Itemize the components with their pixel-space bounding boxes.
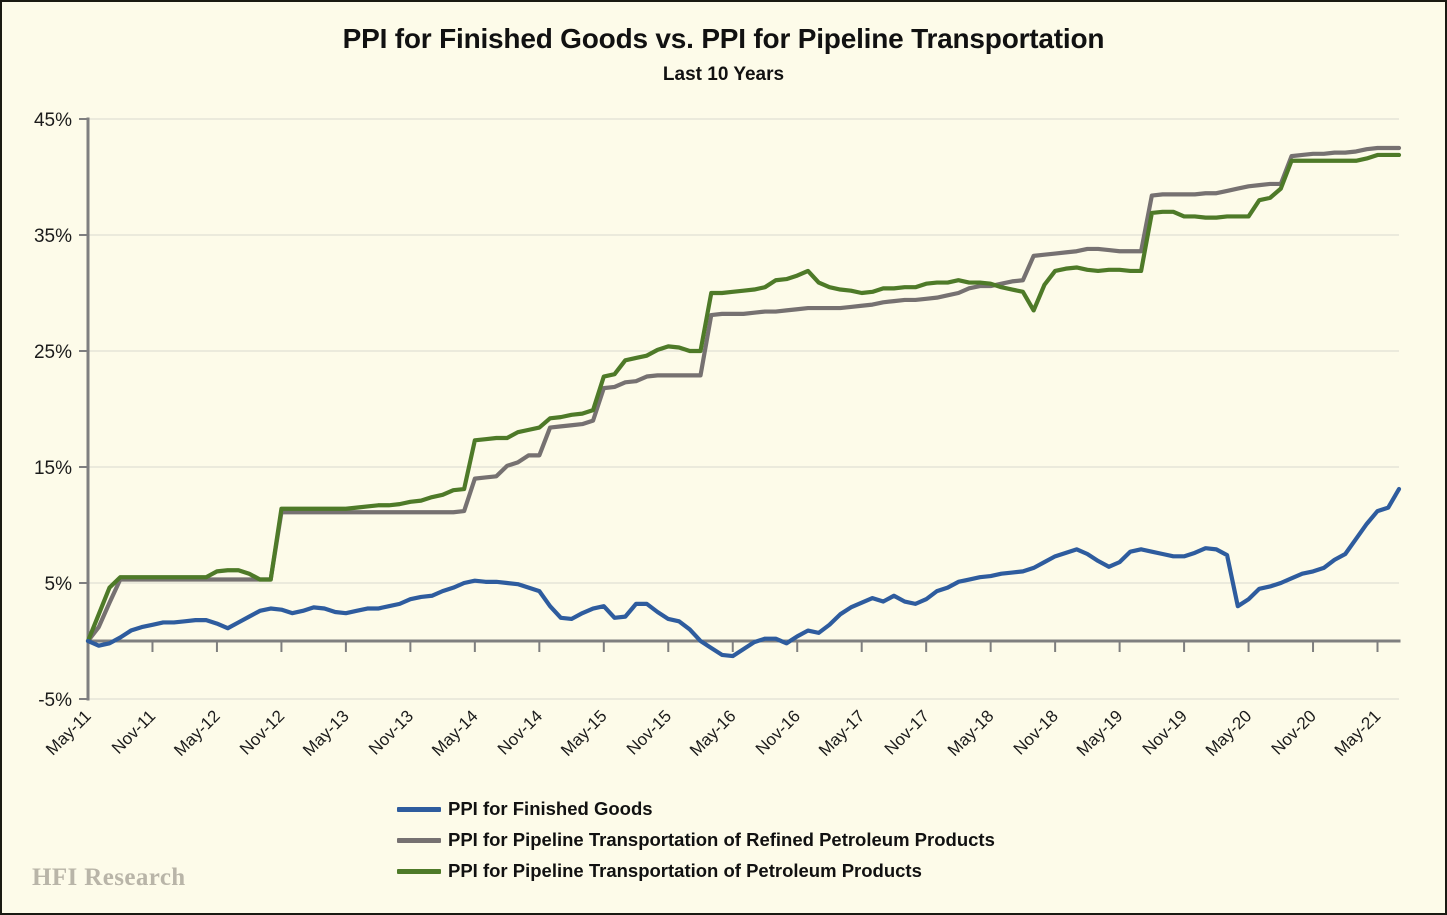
y-axis-tick-label: 45% xyxy=(34,110,72,131)
x-axis-labels: May-11 Nov-11 May-12 Nov-12 May-13 Nov-13 May-… xyxy=(42,706,1384,760)
x-axis-tick-label: May-16 xyxy=(686,706,740,760)
x-axis-tick-label: May-19 xyxy=(1073,706,1127,760)
legend-item-finished-goods[interactable]: PPI for Finished Goods xyxy=(397,795,1157,823)
x-axis-tick-label: Nov-18 xyxy=(1010,706,1062,758)
y-axis-tick-label: 25% xyxy=(34,342,72,363)
x-axis-tick-label: Nov-11 xyxy=(108,706,159,757)
series-line-2 xyxy=(85,152,1402,644)
y-axis-tick-label: -5% xyxy=(38,690,72,711)
x-axis-tick-label: May-14 xyxy=(428,706,482,760)
y-axis-tick-label: 15% xyxy=(34,458,72,479)
legend-label-finished-goods: PPI for Finished Goods xyxy=(448,797,653,819)
legend-swatch-finished-goods xyxy=(397,806,441,812)
series-line-0 xyxy=(85,486,1402,659)
x-axis-tick-label: May-20 xyxy=(1202,706,1256,760)
x-axis-tick-label: May-15 xyxy=(557,706,611,760)
x-axis-tick-label: Nov-13 xyxy=(365,706,417,758)
legend-label-petroleum: PPI for Pipeline Transportation of Petro… xyxy=(448,859,922,881)
y-axis-tick-label: 35% xyxy=(34,226,72,247)
x-axis-tick-label: Nov-17 xyxy=(881,706,933,758)
x-axis-tick-label: Nov-19 xyxy=(1139,706,1191,758)
legend-swatch-refined-petroleum xyxy=(397,837,441,843)
y-axis-tick-label: 5% xyxy=(45,574,73,595)
legend-item-refined-petroleum[interactable]: PPI for Pipeline Transportation of Refin… xyxy=(397,826,1157,854)
x-axis-tick-label: May-17 xyxy=(815,706,869,760)
x-axis-tick-label: May-12 xyxy=(170,706,224,760)
x-axis-tick-label: May-13 xyxy=(299,706,353,760)
legend-swatch-petroleum xyxy=(397,868,441,874)
y-axis-labels: 45% 35% 25% 15% 5% -5% xyxy=(34,110,72,711)
x-axis-tick-label: Nov-12 xyxy=(236,706,288,758)
series-line-1 xyxy=(85,145,1402,644)
legend-item-petroleum[interactable]: PPI for Pipeline Transportation of Petro… xyxy=(397,857,1157,885)
x-axis xyxy=(86,117,1401,701)
x-axis-tick-label: Nov-14 xyxy=(494,706,546,758)
x-axis-tick-label: May-11 xyxy=(42,706,95,759)
x-axis-tick-label: Nov-16 xyxy=(752,706,804,758)
x-axis-tick-label: May-21 xyxy=(1331,706,1385,760)
chart-legend: PPI for Finished Goods PPI for Pipeline … xyxy=(397,795,1157,888)
gridlines xyxy=(88,118,1399,700)
x-axis-tick-label: Nov-20 xyxy=(1268,706,1320,758)
data-series xyxy=(85,145,1402,659)
x-axis-tick-label: Nov-15 xyxy=(623,706,675,758)
watermark-hfi-research: HFI Research xyxy=(32,864,186,891)
legend-label-refined-petroleum: PPI for Pipeline Transportation of Refin… xyxy=(448,828,995,850)
x-axis-tick-label: May-18 xyxy=(944,706,998,760)
